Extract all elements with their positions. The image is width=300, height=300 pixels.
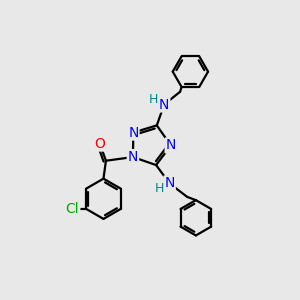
Text: N: N — [166, 139, 176, 152]
Text: H: H — [149, 93, 158, 106]
Text: O: O — [94, 136, 105, 151]
Text: N: N — [128, 150, 138, 164]
Text: N: N — [159, 98, 169, 112]
Text: N: N — [128, 125, 139, 140]
Text: H: H — [154, 182, 164, 195]
Text: N: N — [164, 176, 175, 190]
Text: Cl: Cl — [66, 202, 80, 216]
